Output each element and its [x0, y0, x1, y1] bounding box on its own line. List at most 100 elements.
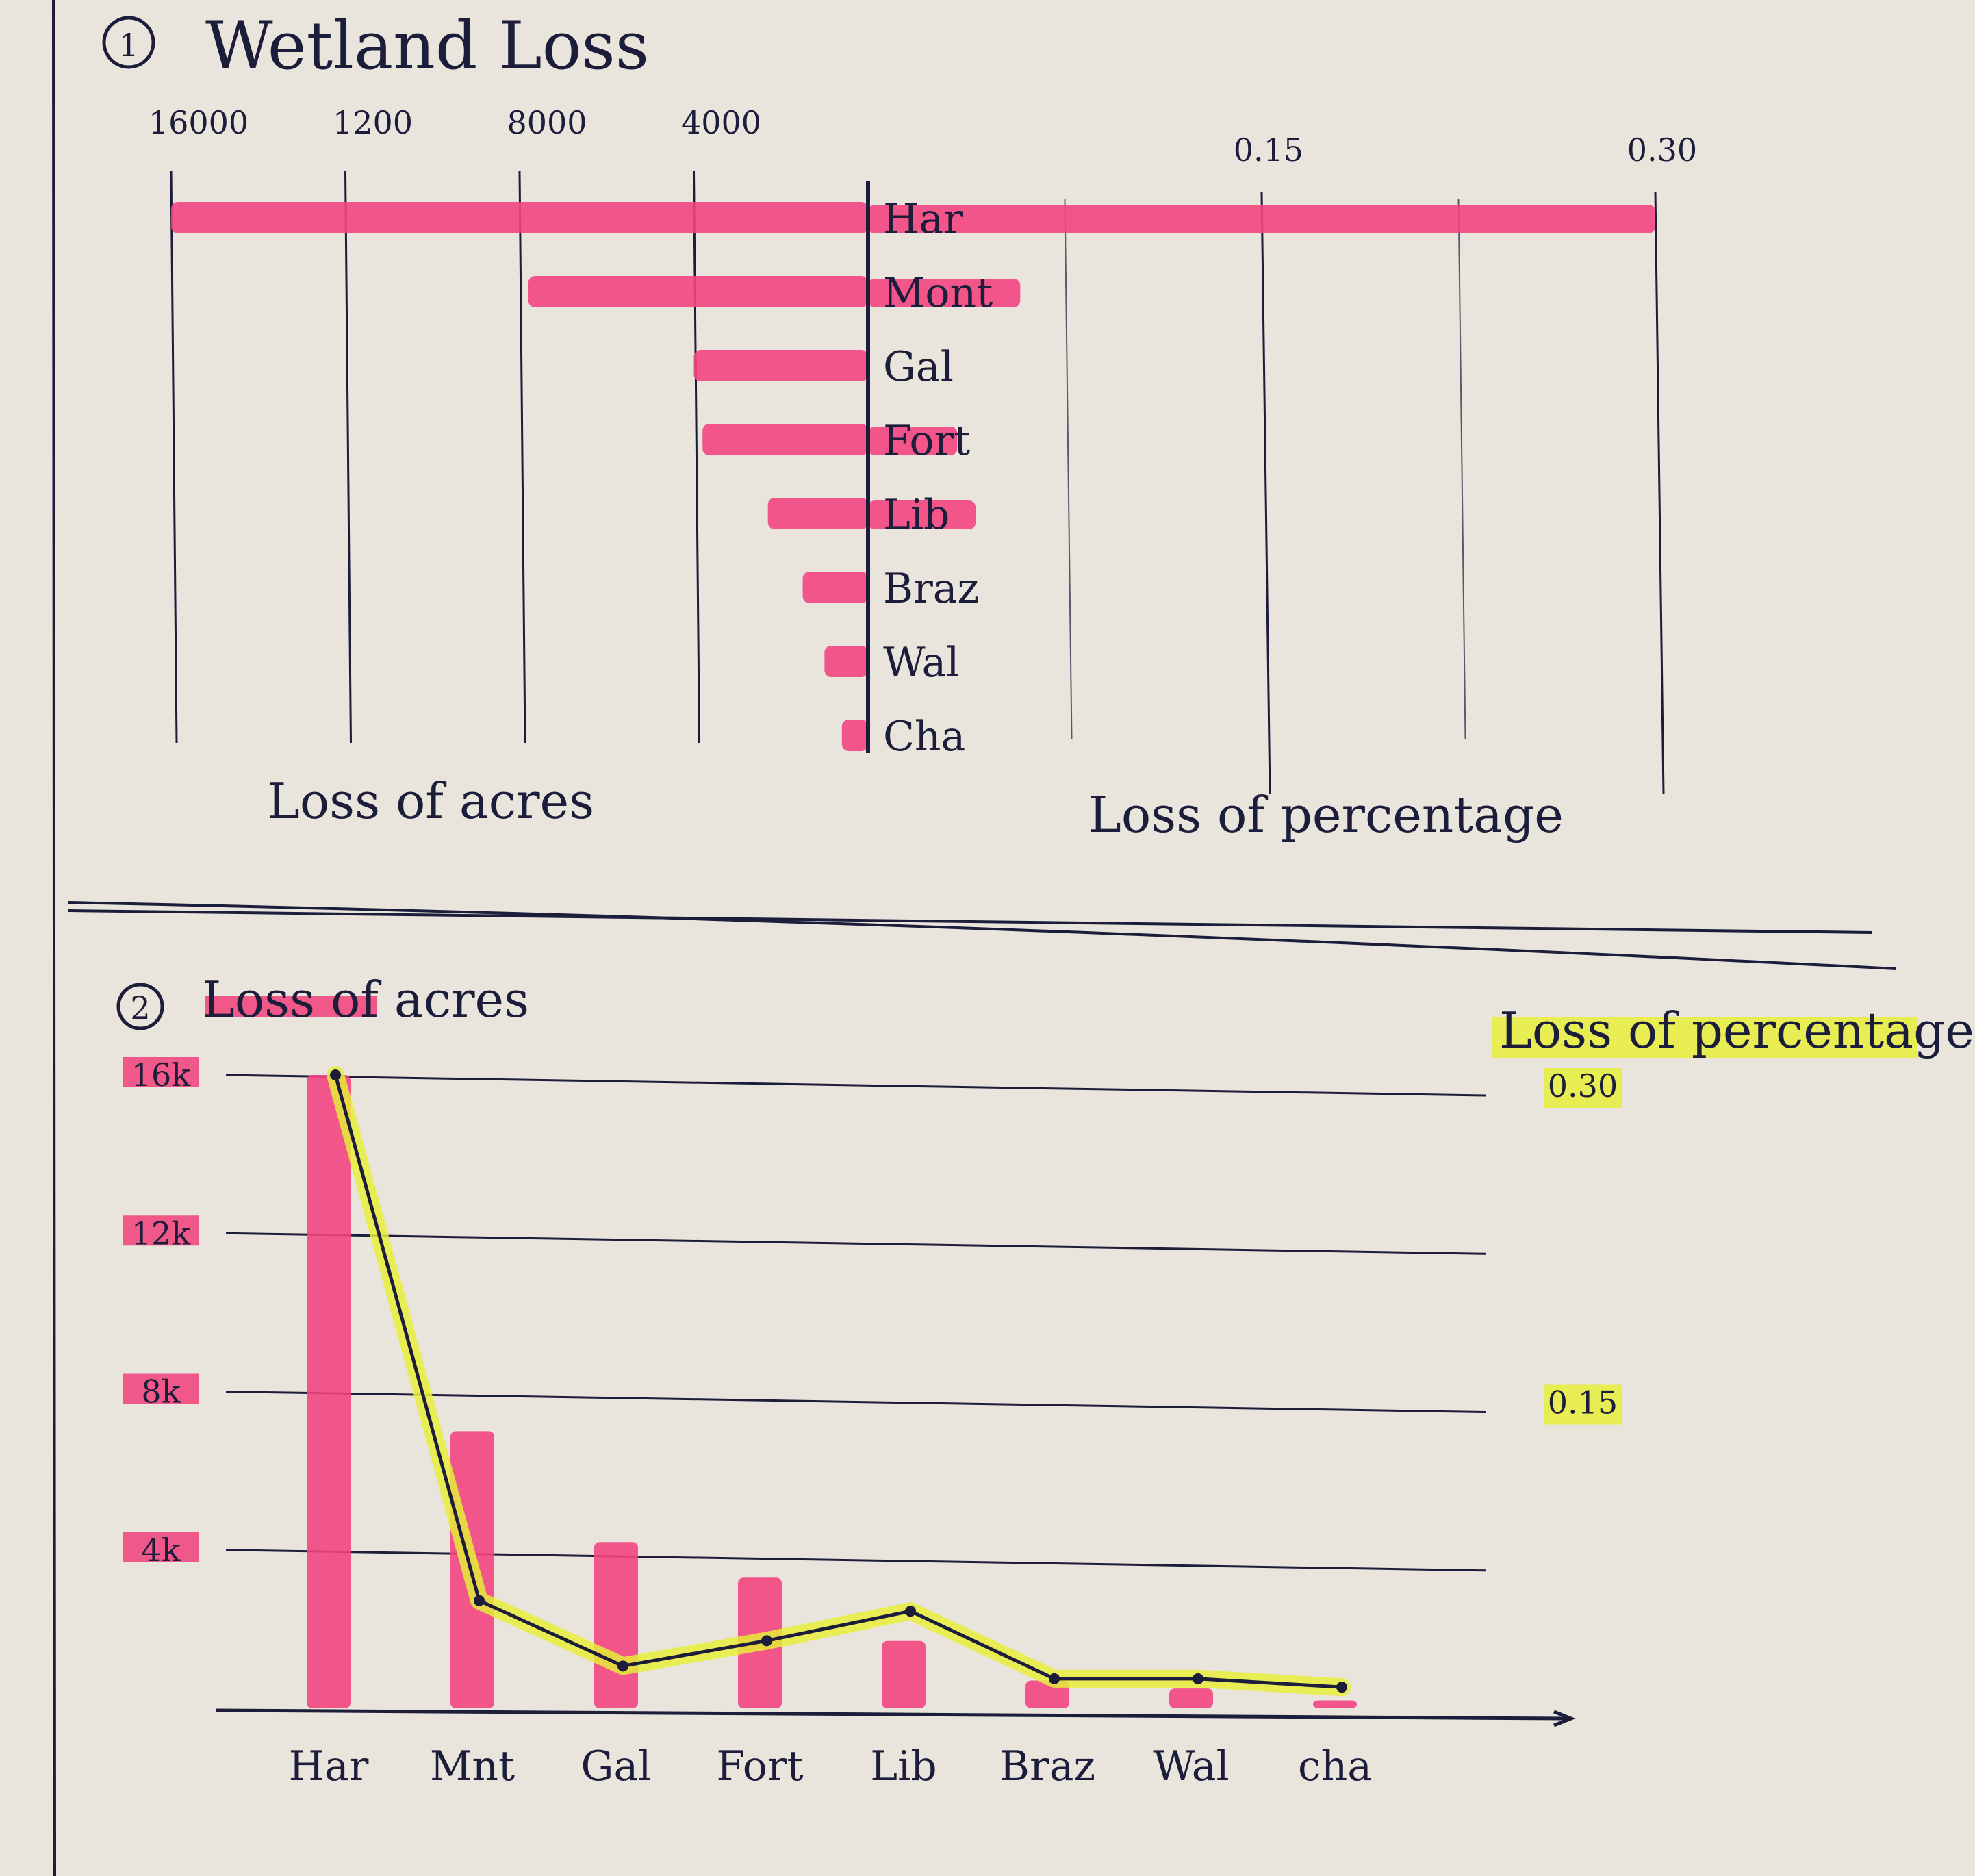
- chart-2-line-point: [1049, 1673, 1060, 1684]
- title-number-circle: [102, 16, 155, 69]
- chart-1-title-number: 1: [102, 16, 155, 69]
- chart-1-percentage-bar: [868, 205, 1655, 233]
- chart-2-left-tick-highlight: [123, 1215, 199, 1246]
- chart-1-category-label: Gal: [883, 343, 954, 391]
- chart-2-left-tick-label: 16k: [131, 1056, 192, 1093]
- chart-2-acres-bar: [1169, 1688, 1213, 1708]
- chart-2-left-tick-labels: 16k 12k 8k 4k: [123, 1056, 199, 1569]
- chart-2-category-labels: Har Mnt Gal Fort Lib Braz Wal cha: [289, 1742, 1372, 1790]
- chart-1-acres-bar: [693, 350, 868, 381]
- chart-1-acres-bar: [802, 572, 868, 603]
- chart-1-right-tick-label: 0.30: [1627, 131, 1697, 168]
- chart-1: 1 Wetland Loss 16000 1200 8000 4000 0.15 0.30…: [102, 8, 1697, 844]
- chart-1-category-label: Braz: [883, 565, 979, 613]
- chart-2-number-text: 2: [130, 989, 150, 1026]
- chart-2-category-label: Braz: [999, 1742, 1095, 1790]
- chart-1-left-gridline: [693, 170, 700, 744]
- chart-2-gridline: [225, 1232, 1486, 1255]
- chart-2-title-highlight: [205, 996, 377, 1017]
- chart-2-title: Loss of acres: [202, 971, 529, 1028]
- chart-2-gridline: [225, 1391, 1486, 1413]
- chart-2-line-point: [1193, 1673, 1203, 1684]
- chart-1-acres-bar: [171, 202, 868, 233]
- chart-2-line-point: [330, 1069, 341, 1080]
- chart-2-gridlines: [225, 1074, 1486, 1572]
- chart-1-tick-labels: 16000 1200 8000 4000 0.15 0.30: [149, 104, 1697, 168]
- chart-2-right-tick-highlight: [1544, 1384, 1622, 1425]
- chart-1-right-gridline: [1260, 191, 1271, 795]
- chart-2-right-axis-label: Loss of percentage: [1499, 1002, 1974, 1059]
- chart-1-acres-bar: [824, 646, 868, 677]
- chart-1-gridlines: [170, 170, 1665, 795]
- chart-2-category-label: Fort: [716, 1742, 803, 1790]
- chart-2-line-point: [617, 1660, 628, 1672]
- chart-2-left-tick-label: 8k: [141, 1373, 181, 1410]
- chart-1-acres-bar: [528, 276, 868, 307]
- chart-2-line-point: [761, 1635, 772, 1647]
- chart-1-title: Wetland Loss: [205, 8, 649, 84]
- chart-2-acres-bar: [882, 1640, 926, 1708]
- chart-1-category-label: Har: [883, 195, 963, 243]
- chart-2-acres-bar: [594, 1542, 638, 1708]
- chart-1-left-gridline: [170, 170, 178, 744]
- chart-2-percentage-line: [333, 1074, 1342, 1689]
- chart-1-left-tick-label: 8000: [507, 104, 587, 141]
- chart-2-title-number: 2: [116, 983, 164, 1030]
- chart-1-percentage-bar: [868, 427, 958, 455]
- chart-1-category-label: Cha: [883, 713, 965, 761]
- chart-2-bars: [307, 1075, 1357, 1708]
- page-margin-line: [52, 0, 56, 1876]
- chart-1-right-axis-label: Loss of percentage: [1088, 786, 1564, 844]
- chart-2-left-tick-highlight: [123, 1532, 199, 1562]
- chart-1-left-gridline: [518, 170, 526, 744]
- chart-1-left-gridline: [344, 170, 352, 744]
- chart-2-left-tick-label: 4k: [141, 1532, 181, 1569]
- title-number-text: 1: [118, 27, 138, 64]
- chart-1-category-labels: Har Mont Gal Fort Lib Braz Wal Cha: [883, 195, 993, 761]
- chart-2: 2 Loss of acres Loss of percentage 16k 12…: [116, 971, 1974, 1790]
- chart-1-percentage-bar: [868, 279, 1021, 307]
- chart-2-right-tick-highlight: [1544, 1068, 1622, 1108]
- chart-1-bars: [171, 202, 1655, 751]
- section-divider: [68, 901, 1897, 970]
- chart-1-category-label: Lib: [883, 491, 950, 539]
- chart-2-left-tick-highlight: [123, 1057, 199, 1087]
- chart-1-left-tick-label: 1200: [333, 104, 413, 141]
- chart-1-minor-gridline: [1457, 198, 1466, 740]
- chart-2-left-tick-highlight: [123, 1373, 199, 1404]
- chart-1-acres-bar: [702, 424, 868, 455]
- chart-1-minor-gridline: [1064, 198, 1073, 740]
- chart-2-number-circle: [116, 983, 164, 1030]
- chart-2-acres-bar: [1313, 1700, 1357, 1708]
- chart-2-line-point: [474, 1595, 485, 1606]
- chart-1-acres-bar: [841, 720, 868, 751]
- chart-2-x-axis: [215, 1708, 1568, 1721]
- chart-2-gridline: [225, 1074, 1486, 1097]
- chart-2-x-axis-arrow: [1553, 1710, 1576, 1727]
- chart-2-right-tick-labels: 0.30 0.15: [1544, 1067, 1622, 1425]
- chart-2-line-point: [1336, 1682, 1347, 1693]
- chart-1-category-label: Fort: [883, 417, 970, 465]
- chart-1-left-tick-label: 16000: [149, 104, 249, 141]
- chart-1-right-tick-label: 0.15: [1234, 131, 1303, 168]
- chart-2-right-tick-label: 0.15: [1548, 1384, 1618, 1421]
- chart-2-gridline: [225, 1549, 1486, 1572]
- chart-1-left-tick-label: 4000: [681, 104, 761, 141]
- chart-2-category-label: Mnt: [430, 1742, 515, 1790]
- chart-1-category-label: Wal: [883, 639, 959, 687]
- chart-1-acres-bar: [767, 498, 868, 529]
- chart-2-category-label: Lib: [870, 1742, 936, 1790]
- chart-1-left-axis-label: Loss of acres: [267, 772, 594, 830]
- chart-1-right-gridline: [1654, 191, 1665, 795]
- chart-2-left-tick-label: 12k: [131, 1215, 192, 1252]
- chart-2-line-points: [330, 1069, 1347, 1693]
- chart-2-line-point: [905, 1606, 916, 1617]
- chart-1-category-label: Mont: [883, 269, 993, 317]
- chart-2-category-label: Wal: [1153, 1742, 1229, 1790]
- chart-2-right-tick-label: 0.30: [1548, 1067, 1618, 1104]
- chart-2-category-label: Har: [289, 1742, 369, 1790]
- chart-2-acres-bar: [307, 1075, 351, 1708]
- chart-2-category-label: cha: [1298, 1742, 1372, 1790]
